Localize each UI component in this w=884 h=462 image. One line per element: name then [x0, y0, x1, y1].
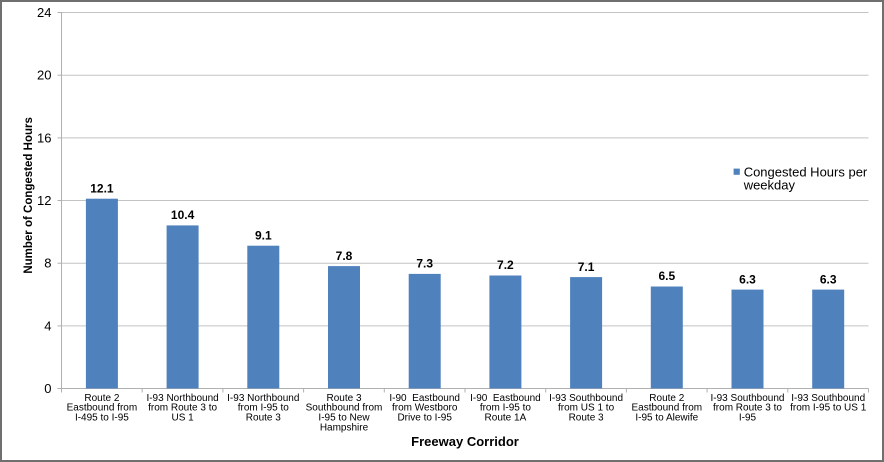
svg-text:I-95 to Alewife: I-95 to Alewife	[635, 413, 698, 424]
svg-text:10.4: 10.4	[171, 208, 195, 222]
svg-text:12: 12	[37, 193, 51, 208]
svg-text:US 1: US 1	[171, 413, 194, 424]
svg-text:from Route 3 to: from Route 3 to	[148, 403, 217, 414]
svg-text:weekday: weekday	[743, 177, 796, 192]
svg-text:7.1: 7.1	[578, 260, 595, 274]
svg-text:Freeway Corridor: Freeway Corridor	[411, 434, 519, 449]
svg-text:Route 3: Route 3	[326, 393, 361, 404]
svg-text:I-93 Southbound: I-93 Southbound	[791, 393, 865, 404]
svg-text:I-90 Eastbound: I-90 Eastbound	[470, 393, 541, 404]
svg-text:from Route 3 to: from Route 3 to	[713, 403, 782, 414]
svg-text:7.8: 7.8	[336, 249, 353, 263]
svg-text:I-95: I-95	[739, 413, 757, 424]
svg-text:Hampshire: Hampshire	[320, 423, 369, 434]
svg-text:0: 0	[44, 381, 51, 396]
svg-text:9.1: 9.1	[255, 228, 272, 242]
svg-text:Number of Congested Hours: Number of Congested Hours	[23, 117, 35, 274]
svg-text:Drive to I-95: Drive to I-95	[397, 413, 452, 424]
svg-text:4: 4	[44, 318, 51, 333]
svg-text:from US 1 to: from US 1 to	[558, 403, 615, 414]
svg-text:7.2: 7.2	[497, 258, 514, 272]
svg-text:24: 24	[37, 5, 51, 20]
svg-text:12.1: 12.1	[90, 181, 114, 195]
svg-text:6.3: 6.3	[739, 272, 756, 286]
svg-text:I-495 to I-95: I-495 to I-95	[75, 413, 129, 424]
svg-text:Congested Hours per: Congested Hours per	[744, 165, 868, 180]
svg-text:I-93 Southbound: I-93 Southbound	[549, 393, 623, 404]
svg-text:from Westboro: from Westboro	[392, 403, 458, 414]
svg-text:Eastbound from: Eastbound from	[631, 403, 702, 414]
svg-text:Route 1A: Route 1A	[485, 413, 527, 424]
svg-text:8: 8	[44, 256, 51, 271]
svg-text:20: 20	[37, 68, 51, 83]
svg-text:7.3: 7.3	[416, 257, 433, 271]
svg-text:from I-95 to US 1: from I-95 to US 1	[790, 403, 867, 414]
svg-text:Route 2: Route 2	[649, 393, 684, 404]
svg-text:I-90 Eastbound: I-90 Eastbound	[389, 393, 460, 404]
svg-text:Route 3: Route 3	[246, 413, 281, 424]
svg-text:6.5: 6.5	[658, 269, 675, 283]
svg-text:Route 2: Route 2	[84, 393, 119, 404]
svg-text:I-93 Southbound: I-93 Southbound	[711, 393, 785, 404]
svg-text:Route 3: Route 3	[569, 413, 604, 424]
svg-text:I-93 Northbound: I-93 Northbound	[146, 393, 218, 404]
svg-text:6.3: 6.3	[820, 272, 837, 286]
svg-text:I-95 to New: I-95 to New	[318, 413, 370, 424]
svg-text:Southbound from: Southbound from	[306, 403, 383, 414]
svg-text:16: 16	[37, 130, 51, 145]
svg-text:I-93 Northbound: I-93 Northbound	[227, 393, 299, 404]
svg-text:from I-95 to: from I-95 to	[480, 403, 532, 414]
svg-text:Eastbound from: Eastbound from	[67, 403, 138, 414]
svg-text:from I-95 to: from I-95 to	[238, 403, 290, 414]
